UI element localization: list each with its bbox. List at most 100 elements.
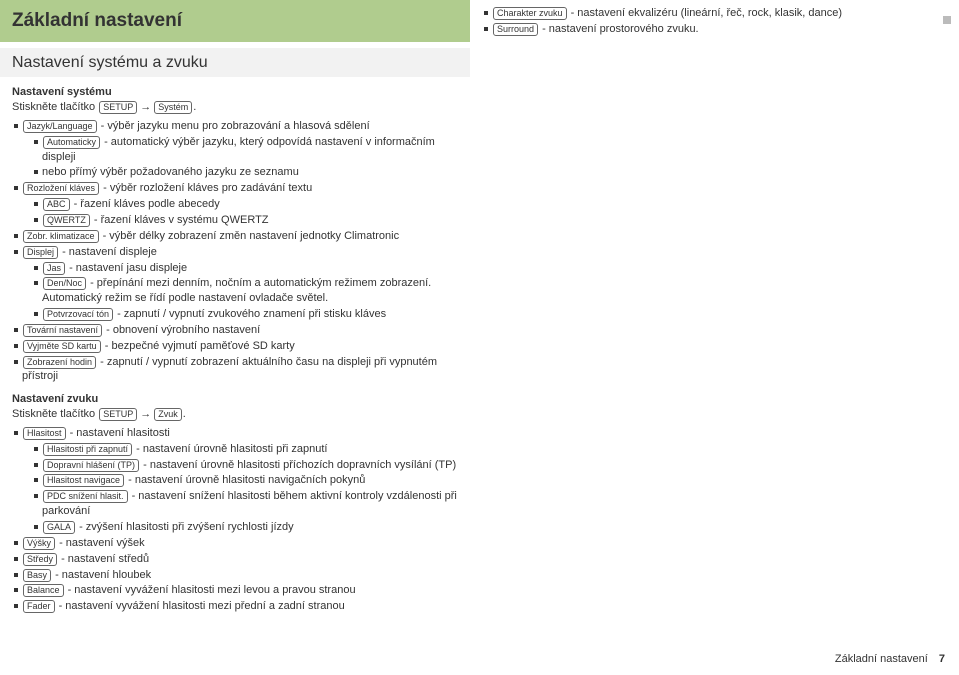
hlasitost-button: Hlasitost xyxy=(23,427,66,440)
desc: - řazení kláves v systému QWERTZ xyxy=(91,214,269,226)
list-item: Dopravní hlášení (TP) - nastavení úrovně… xyxy=(32,458,458,473)
list-item: ABC - řazení kláves podle abecedy xyxy=(32,197,458,212)
sdkarta-button: Vyjměte SD kartu xyxy=(23,340,101,353)
list-item: Displej - nastavení displeje Jas - nasta… xyxy=(12,245,458,322)
desc: - nastavení úrovně hlasitosti navigačníc… xyxy=(125,474,365,486)
desc: - nastavení vyvážení hlasitosti mezi lev… xyxy=(65,584,356,596)
rozlozeni-button: Rozložení kláves xyxy=(23,182,99,195)
list-item: Hlasitost - nastavení hlasitosti Hlasito… xyxy=(12,426,458,535)
list-item: Basy - nastavení hloubek xyxy=(12,568,458,583)
sys-instruction: Stiskněte tlačítko SETUP→Systém. xyxy=(12,100,458,115)
list-item: Jas - nastavení jasu displeje xyxy=(32,261,458,276)
desc: - nastavení výšek xyxy=(56,537,145,549)
list-item: QWERTZ - řazení kláves v systému QWERTZ xyxy=(32,213,458,228)
zvuk-instruction: Stiskněte tlačítko SETUP→Zvuk. xyxy=(12,407,458,422)
surround-button: Surround xyxy=(493,23,538,36)
displej-button: Displej xyxy=(23,246,58,259)
arrow-icon: → xyxy=(140,408,151,420)
list-item: PDC snížení hlasit. - nastavení snížení … xyxy=(32,489,458,519)
page-marker xyxy=(943,16,951,24)
list-item: Tovární nastavení - obnovení výrobního n… xyxy=(12,323,458,338)
qwertz-button: QWERTZ xyxy=(43,214,90,227)
hodiny-button: Zobrazení hodin xyxy=(23,356,96,369)
section-header: Nastavení systému a zvuku xyxy=(0,48,470,78)
page: Základní nastavení Nastavení systému a z… xyxy=(0,0,959,615)
list-item: Jazyk/Language - výběr jazyku menu pro z… xyxy=(12,119,458,180)
list-item: Vyjměte SD kartu - bezpečné vyjmutí pamě… xyxy=(12,339,458,354)
list-item: Hlasitosti při zapnutí - nastavení úrovn… xyxy=(32,442,458,457)
klima-button: Zobr. klimatizace xyxy=(23,230,99,243)
content: Nastavení systému Stiskněte tlačítko SET… xyxy=(0,85,470,614)
desc: - nastavení středů xyxy=(58,553,149,565)
list-item: Surround - nastavení prostorového zvuku. xyxy=(482,22,942,37)
setup-button: SETUP xyxy=(99,408,137,421)
list-item: Hlasitost navigace - nastavení úrovně hl… xyxy=(32,473,458,488)
list-item: Rozložení kláves - výběr rozložení kláve… xyxy=(12,181,458,228)
desc: - nastavení hlasitosti xyxy=(67,427,170,439)
auto-button: Automaticky xyxy=(43,136,100,149)
basy-button: Basy xyxy=(23,569,51,582)
left-column: Základní nastavení Nastavení systému a z… xyxy=(0,0,470,615)
list-item: Zobrazení hodin - zapnutí / vypnutí zobr… xyxy=(12,355,458,385)
vysky-button: Výšky xyxy=(23,537,55,550)
list-item: Zobr. klimatizace - výběr délky zobrazen… xyxy=(12,229,458,244)
title-bar: Základní nastavení xyxy=(0,0,470,42)
desc: - nastavení úrovně hlasitosti příchozích… xyxy=(140,459,456,471)
jas-button: Jas xyxy=(43,262,65,275)
section-header-text: Nastavení systému a zvuku xyxy=(12,52,458,74)
tp-button: Dopravní hlášení (TP) xyxy=(43,459,139,472)
page-title: Základní nastavení xyxy=(12,8,458,34)
dennoc-button: Den/Noc xyxy=(43,277,86,290)
desc: - nastavení hloubek xyxy=(52,569,151,581)
list-item: nebo přímý výběr požadovaného jazyku ze … xyxy=(32,165,458,180)
desc: - výběr rozložení kláves pro zadávání te… xyxy=(100,182,312,194)
fader-button: Fader xyxy=(23,600,55,613)
pdc-button: PDC snížení hlasit. xyxy=(43,490,128,503)
right-list: Charakter zvuku - nastavení ekvalizéru (… xyxy=(482,6,942,37)
desc: - výběr délky zobrazení změn nastavení j… xyxy=(100,230,400,242)
desc: nebo přímý výběr požadovaného jazyku ze … xyxy=(42,166,299,178)
desc: - řazení kláves podle abecedy xyxy=(71,198,220,210)
instr-prefix: Stiskněte tlačítko xyxy=(12,408,98,420)
system-button: Systém xyxy=(154,101,192,114)
footer: Základní nastavení 7 xyxy=(835,652,945,667)
list-item: Den/Noc - přepínání mezi denním, nočním … xyxy=(32,276,458,306)
desc: - výběr jazyku menu pro zobrazování a hl… xyxy=(98,120,370,132)
setup-button: SETUP xyxy=(99,101,137,114)
desc: - zvýšení hlasitosti při zvýšení rychlos… xyxy=(76,521,294,533)
abc-button: ABC xyxy=(43,198,70,211)
desc: - přepínání mezi denním, nočním a automa… xyxy=(42,277,431,304)
sys-heading: Nastavení systému xyxy=(12,85,458,100)
instr-prefix: Stiskněte tlačítko xyxy=(12,101,98,113)
zapnuti-button: Hlasitosti při zapnutí xyxy=(43,443,132,456)
zvuk-button: Zvuk xyxy=(154,408,182,421)
desc: - nastavení úrovně hlasitosti při zapnut… xyxy=(133,443,327,455)
sys-list: Jazyk/Language - výběr jazyku menu pro z… xyxy=(12,119,458,384)
list-item: Fader - nastavení vyvážení hlasitosti me… xyxy=(12,599,458,614)
page-number: 7 xyxy=(939,653,945,665)
desc: - obnovení výrobního nastavení xyxy=(103,324,260,336)
desc: - bezpečné vyjmutí paměťové SD karty xyxy=(102,340,295,352)
charakter-button: Charakter zvuku xyxy=(493,7,567,20)
footer-text: Základní nastavení xyxy=(835,653,928,665)
desc: - nastavení prostorového zvuku. xyxy=(539,23,699,35)
desc: - nastavení jasu displeje xyxy=(66,262,187,274)
balance-button: Balance xyxy=(23,584,64,597)
zvuk-heading: Nastavení zvuku xyxy=(12,392,458,407)
list-item: Balance - nastavení vyvážení hlasitosti … xyxy=(12,583,458,598)
list-item: Automaticky - automatický výběr jazyku, … xyxy=(32,135,458,165)
desc: - zapnutí / vypnutí zvukového znamení př… xyxy=(114,308,386,320)
list-item: GALA - zvýšení hlasitosti při zvýšení ry… xyxy=(32,520,458,535)
period: . xyxy=(193,101,196,113)
tovarni-button: Tovární nastavení xyxy=(23,324,102,337)
desc: - nastavení displeje xyxy=(59,246,157,258)
nav-button: Hlasitost navigace xyxy=(43,474,124,487)
list-item: Výšky - nastavení výšek xyxy=(12,536,458,551)
right-column: Charakter zvuku - nastavení ekvalizéru (… xyxy=(470,0,950,615)
list-item: Středy - nastavení středů xyxy=(12,552,458,567)
desc: - nastavení ekvalizéru (lineární, řeč, r… xyxy=(568,7,843,19)
list-item: Charakter zvuku - nastavení ekvalizéru (… xyxy=(482,6,942,21)
zvuk-list: Hlasitost - nastavení hlasitosti Hlasito… xyxy=(12,426,458,614)
gala-button: GALA xyxy=(43,521,75,534)
jazyk-button: Jazyk/Language xyxy=(23,120,97,133)
